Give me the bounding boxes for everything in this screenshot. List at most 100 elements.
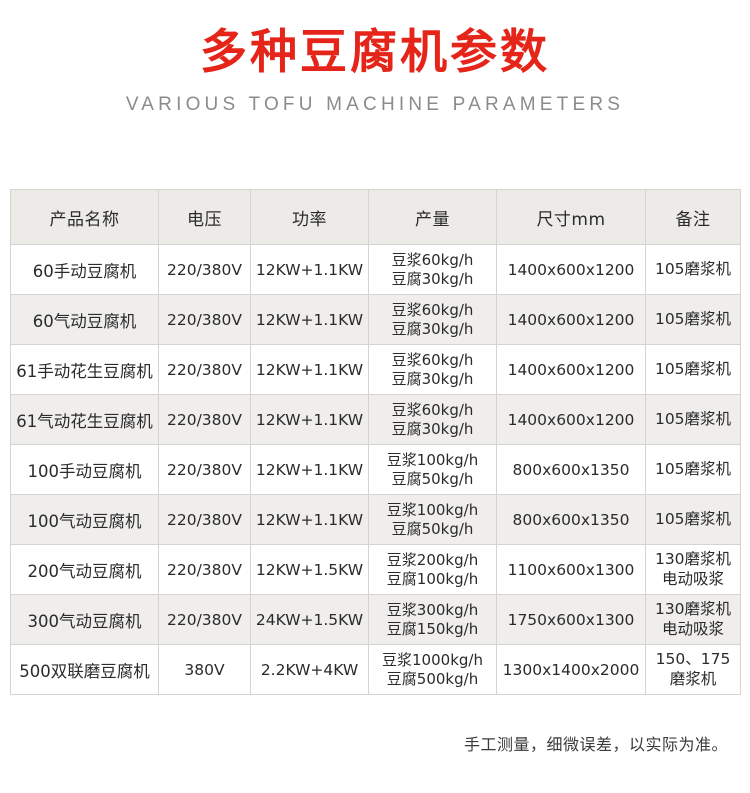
cell-dimensions: 1750x600x1300 — [496, 594, 646, 645]
cell-output: 豆浆200kg/h 豆腐100kg/h — [368, 544, 497, 595]
cell-output-lines: 豆浆60kg/h 豆腐30kg/h — [371, 251, 494, 289]
cell-output-line: 豆浆60kg/h — [391, 300, 474, 319]
table-body: 60手动豆腐机 220/380V 12KW+1.1KW 豆浆60kg/h 豆腐30kg/… — [10, 244, 741, 695]
cell-power: 12KW+1.1KW — [250, 294, 369, 345]
table-row: 100气动豆腐机 220/380V 12KW+1.1KW 豆浆100kg/h 豆腐50k… — [10, 494, 741, 545]
measurement-note: 手工测量，细微误差，以实际为准。 — [463, 735, 728, 754]
cell-product-name: 60手动豆腐机 — [10, 244, 159, 295]
table-row: 300气动豆腐机 220/380V 24KW+1.5KW 豆浆300kg/h 豆腐150… — [10, 594, 741, 645]
cell-remark-lines: 130磨浆机 电动吸浆 — [648, 550, 738, 589]
table-row: 61手动花生豆腐机 220/380V 12KW+1.1KW 豆浆60kg/h 豆腐30k… — [10, 344, 741, 395]
cell-output-lines: 豆浆60kg/h 豆腐30kg/h — [371, 401, 494, 439]
cell-output-lines: 豆浆100kg/h 豆腐50kg/h — [371, 501, 494, 539]
cell-output-line: 豆浆100kg/h — [386, 450, 479, 469]
table-head: 产品名称 电压 功率 产量 尺寸mm 备注 — [10, 189, 741, 245]
cell-output-line: 豆腐30kg/h — [391, 369, 474, 388]
cell-power: 12KW+1.1KW — [250, 444, 369, 495]
page-header: 多种豆腐机参数 VARIOUS TOFU MACHINE PARAMETERS — [0, 0, 750, 117]
cell-output: 豆浆60kg/h 豆腐30kg/h — [368, 344, 497, 395]
cell-dimensions: 1100x600x1300 — [496, 544, 646, 595]
cell-voltage: 220/380V — [158, 394, 251, 445]
column-header-dimensions: 尺寸mm — [496, 189, 646, 245]
cell-output-line: 豆浆1000kg/h — [382, 650, 483, 669]
cell-output-line: 豆腐500kg/h — [386, 669, 479, 688]
cell-product-name: 61气动花生豆腐机 — [10, 394, 159, 445]
cell-product-name: 100手动豆腐机 — [10, 444, 159, 495]
cell-output-line: 豆腐30kg/h — [391, 319, 474, 338]
cell-remark: 105磨浆机 — [645, 494, 741, 545]
cell-dimensions: 800x600x1350 — [496, 444, 646, 495]
cell-remark-lines: 105磨浆机 — [648, 460, 738, 479]
cell-output-line: 豆腐150kg/h — [386, 619, 479, 638]
cell-remark-lines: 105磨浆机 — [648, 410, 738, 429]
cell-dimensions: 1400x600x1200 — [496, 394, 646, 445]
cell-remark-lines: 105磨浆机 — [648, 510, 738, 529]
cell-output: 豆浆300kg/h 豆腐150kg/h — [368, 594, 497, 645]
cell-remark-line: 150、175 — [655, 650, 731, 669]
cell-remark-lines: 130磨浆机 电动吸浆 — [648, 600, 738, 639]
table-row: 200气动豆腐机 220/380V 12KW+1.5KW 豆浆200kg/h 豆腐100… — [10, 544, 741, 595]
cell-output: 豆浆60kg/h 豆腐30kg/h — [368, 244, 497, 295]
cell-remark: 105磨浆机 — [645, 294, 741, 345]
cell-voltage: 220/380V — [158, 244, 251, 295]
cell-remark: 150、175 磨浆机 — [645, 644, 741, 695]
cell-output: 豆浆60kg/h 豆腐30kg/h — [368, 394, 497, 445]
cell-remark-line: 105磨浆机 — [654, 459, 732, 478]
page-title: 多种豆腐机参数 — [200, 25, 550, 80]
cell-remark-line: 105磨浆机 — [654, 359, 732, 378]
cell-dimensions: 1400x600x1200 — [496, 244, 646, 295]
cell-remark-line: 105磨浆机 — [654, 409, 732, 428]
cell-remark-lines: 150、175 磨浆机 — [648, 650, 738, 689]
cell-output-line: 豆腐50kg/h — [391, 519, 474, 538]
cell-power: 12KW+1.1KW — [250, 494, 369, 545]
cell-power: 12KW+1.1KW — [250, 394, 369, 445]
cell-remark: 130磨浆机 电动吸浆 — [645, 544, 741, 595]
cell-output-line: 豆腐100kg/h — [386, 569, 479, 588]
cell-remark-line: 电动吸浆 — [661, 619, 724, 638]
column-header-voltage: 电压 — [158, 189, 251, 245]
cell-output-line: 豆浆200kg/h — [386, 550, 479, 569]
table-row: 500双联磨豆腐机 380V 2.2KW+4KW 豆浆1000kg/h 豆腐500kg/… — [10, 644, 741, 695]
cell-remark-line: 电动吸浆 — [661, 569, 724, 588]
cell-remark-lines: 105磨浆机 — [648, 360, 738, 379]
cell-output-line: 豆浆300kg/h — [386, 600, 479, 619]
cell-output-line: 豆浆60kg/h — [391, 400, 474, 419]
cell-remark-line: 105磨浆机 — [654, 509, 732, 528]
cell-remark-line: 105磨浆机 — [654, 259, 732, 278]
cell-remark: 130磨浆机 电动吸浆 — [645, 594, 741, 645]
cell-output-lines: 豆浆200kg/h 豆腐100kg/h — [371, 551, 494, 589]
cell-remark-lines: 105磨浆机 — [648, 260, 738, 279]
cell-product-name: 500双联磨豆腐机 — [10, 644, 159, 695]
cell-dimensions: 1400x600x1200 — [496, 294, 646, 345]
cell-power: 2.2KW+4KW — [250, 644, 369, 695]
cell-voltage: 220/380V — [158, 444, 251, 495]
table-header-row: 产品名称 电压 功率 产量 尺寸mm 备注 — [10, 189, 741, 245]
cell-power: 24KW+1.5KW — [250, 594, 369, 645]
page-subtitle: VARIOUS TOFU MACHINE PARAMETERS — [125, 94, 625, 116]
cell-output-lines: 豆浆60kg/h 豆腐30kg/h — [371, 351, 494, 389]
cell-voltage: 220/380V — [158, 294, 251, 345]
cell-remark-lines: 105磨浆机 — [648, 310, 738, 329]
table-row: 61气动花生豆腐机 220/380V 12KW+1.1KW 豆浆60kg/h 豆腐30k… — [10, 394, 741, 445]
cell-output-line: 豆浆60kg/h — [391, 250, 474, 269]
cell-remark: 105磨浆机 — [645, 344, 741, 395]
cell-dimensions: 1400x600x1200 — [496, 344, 646, 395]
cell-output-lines: 豆浆60kg/h 豆腐30kg/h — [371, 301, 494, 339]
cell-product-name: 60气动豆腐机 — [10, 294, 159, 345]
table-row: 60气动豆腐机 220/380V 12KW+1.1KW 豆浆60kg/h 豆腐30kg/… — [10, 294, 741, 345]
cell-remark: 105磨浆机 — [645, 444, 741, 495]
cell-power: 12KW+1.1KW — [250, 344, 369, 395]
cell-output-line: 豆浆60kg/h — [391, 350, 474, 369]
cell-output-lines: 豆浆300kg/h 豆腐150kg/h — [371, 601, 494, 639]
cell-remark-line: 130磨浆机 — [654, 600, 732, 619]
cell-output: 豆浆60kg/h 豆腐30kg/h — [368, 294, 497, 345]
cell-voltage: 220/380V — [158, 344, 251, 395]
table-row: 60手动豆腐机 220/380V 12KW+1.1KW 豆浆60kg/h 豆腐30kg/… — [10, 244, 741, 295]
column-header-power: 功率 — [250, 189, 369, 245]
cell-voltage: 380V — [158, 644, 251, 695]
table-row: 100手动豆腐机 220/380V 12KW+1.1KW 豆浆100kg/h 豆腐50k… — [10, 444, 741, 495]
cell-remark-line: 130磨浆机 — [654, 550, 732, 569]
column-header-remark: 备注 — [645, 189, 741, 245]
cell-output-line: 豆腐30kg/h — [391, 419, 474, 438]
